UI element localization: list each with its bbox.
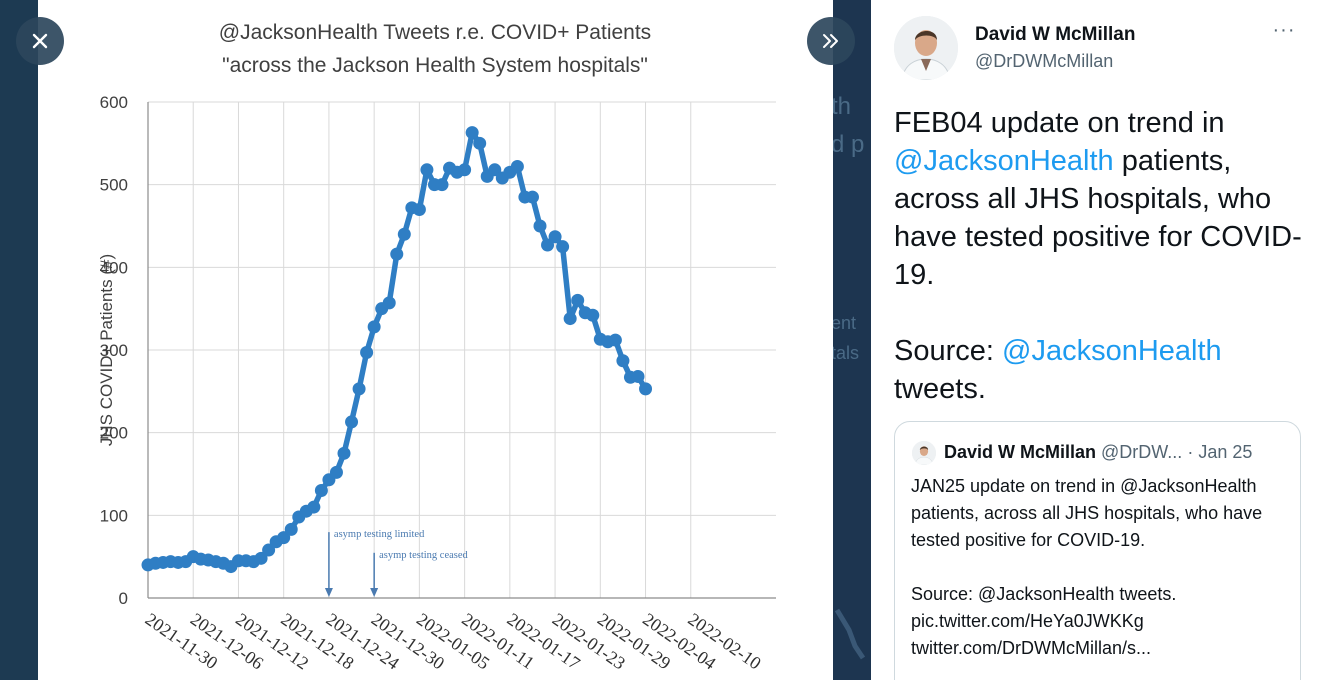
data-point (541, 238, 555, 252)
quoted-link: pic.twitter.com/HeYa0JWKKg (911, 611, 1144, 631)
data-point (608, 333, 622, 347)
data-point (639, 382, 653, 396)
data-point (586, 308, 600, 322)
avatar-image (912, 441, 936, 465)
data-point (465, 126, 479, 140)
data-point (390, 247, 404, 261)
data-point (337, 446, 351, 460)
data-point (307, 500, 321, 514)
data-point (563, 312, 577, 326)
data-point (616, 354, 630, 368)
quoted-author-name: David W McMillan (944, 442, 1097, 462)
data-point (556, 240, 570, 254)
data-point (571, 293, 585, 307)
background-text: th (833, 93, 852, 120)
data-point (329, 465, 343, 479)
y-tick-label: 0 (119, 589, 128, 608)
data-point (262, 543, 276, 557)
y-tick-label: 400 (100, 258, 128, 277)
author-handle[interactable]: @DrDWMcMillan (975, 51, 1114, 71)
data-point (397, 227, 411, 241)
data-point (548, 230, 562, 244)
tweet-text-part: FEB04 update on trend in (894, 107, 1225, 139)
data-point (277, 531, 291, 545)
data-point (473, 136, 487, 150)
background-text: tals (833, 343, 860, 363)
quoted-link: twitter.com/DrDWMcMillan/s... (911, 638, 1152, 658)
data-point (382, 296, 396, 310)
separator-dot: · (1187, 442, 1194, 462)
data-point (284, 522, 298, 536)
chart-title-line1: @JacksonHealth Tweets r.e. COVID+ Patien… (219, 21, 651, 44)
author-name[interactable]: David W McMillan (975, 24, 1136, 45)
background-text: d p (833, 131, 865, 158)
more-options-icon[interactable]: ··· (1272, 19, 1296, 41)
quoted-text-line: JAN25 update on trend in @JacksonHealth … (911, 476, 1263, 550)
line-chart: @JacksonHealth Tweets r.e. COVID+ Patien… (97, 21, 776, 673)
quoted-author-handle: @DrDW... (1101, 442, 1183, 462)
y-tick-label: 600 (100, 93, 128, 112)
data-point (314, 484, 328, 498)
expand-tweet-button[interactable] (807, 17, 855, 65)
quoted-avatar (912, 441, 936, 465)
avatar[interactable] (894, 16, 958, 80)
data-point (412, 202, 426, 216)
data-point (360, 345, 374, 359)
tweet-panel: David W McMillan @DrDWMcMillan ··· FEB04… (871, 0, 1320, 680)
double-chevron-right-icon (823, 34, 838, 48)
mention-link[interactable]: @JacksonHealth (894, 145, 1114, 177)
tweet-text-part: tweets. (894, 373, 986, 405)
y-tick-label: 200 (100, 424, 128, 443)
chart-title-line2: "across the Jackson Health System hospit… (222, 54, 648, 77)
tweet-text-part: patients, across all JHS hospitals, who … (894, 145, 1302, 291)
data-point (458, 163, 472, 177)
data-point (533, 219, 547, 233)
data-point (352, 382, 366, 396)
data-point (254, 551, 268, 565)
close-button[interactable] (16, 17, 64, 65)
data-point (510, 159, 524, 173)
data-point (488, 163, 502, 177)
media-image[interactable]: @JacksonHealth Tweets r.e. COVID+ Patien… (38, 0, 833, 680)
y-tick-label: 100 (100, 506, 128, 525)
background-text: ient (833, 313, 857, 333)
annotation-arrowhead (370, 588, 379, 597)
quoted-header: David W McMillan @DrDW... · Jan 25 (944, 442, 1252, 463)
backdrop-left (0, 0, 38, 680)
backdrop-strip: th d p ient tals (833, 0, 871, 680)
data-point (525, 190, 539, 204)
tweet-text: FEB04 update on trend in @JacksonHealth … (894, 104, 1314, 408)
data-point (345, 415, 359, 429)
avatar-image (894, 16, 958, 80)
y-tick-label: 300 (100, 341, 128, 360)
data-point (435, 178, 449, 192)
mention-link[interactable]: @JacksonHealth (1002, 335, 1222, 367)
quoted-text-line: Source: @JacksonHealth tweets. (911, 584, 1177, 604)
annotation-label: asymp testing ceased (379, 550, 468, 561)
y-tick-label: 500 (100, 176, 128, 195)
quoted-tweet[interactable]: David W McMillan @DrDW... · Jan 25 JAN25… (894, 421, 1301, 680)
close-icon (32, 33, 48, 49)
data-point (631, 369, 645, 383)
annotation-label: asymp testing limited (334, 529, 425, 540)
quoted-date: Jan 25 (1198, 442, 1253, 462)
tweet-text-part: Source: (894, 335, 1002, 367)
data-point (420, 163, 434, 177)
annotation-arrowhead (324, 588, 333, 597)
background-graphic (834, 608, 866, 660)
y-axis-label: JHS COVID+ Patients (#) (97, 254, 116, 446)
quoted-text: JAN25 update on trend in @JacksonHealth … (911, 473, 1296, 662)
data-point (367, 320, 381, 334)
